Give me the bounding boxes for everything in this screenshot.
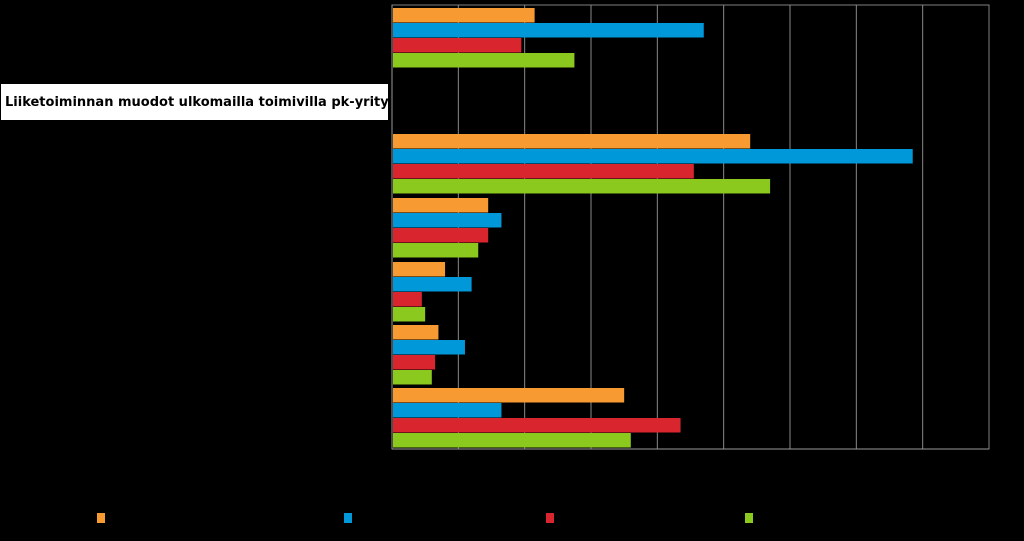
legend-marker (344, 513, 352, 523)
bar (393, 433, 631, 448)
legend (97, 513, 753, 523)
bar (393, 325, 439, 340)
bar (393, 213, 502, 228)
bar (393, 23, 704, 38)
bar (393, 292, 422, 307)
bar (393, 134, 751, 149)
bar (393, 179, 771, 194)
bar (393, 38, 522, 53)
legend-marker (546, 513, 554, 523)
bar (393, 149, 913, 164)
bar (393, 198, 489, 213)
bar (393, 340, 465, 355)
bar (393, 243, 479, 258)
bar (393, 355, 436, 370)
bar (393, 388, 625, 403)
bar (393, 8, 535, 23)
bar (393, 164, 694, 179)
bar (393, 370, 432, 385)
grid-lines (391, 5, 989, 450)
legend-marker (97, 513, 105, 523)
legend-marker (745, 513, 753, 523)
chart-title: Liiketoiminnan muodot ulkomailla toimivi… (5, 94, 388, 110)
bars (393, 8, 913, 448)
bar (393, 418, 681, 433)
bar (393, 277, 472, 292)
bar (393, 262, 446, 277)
bar (393, 403, 502, 418)
bar (393, 228, 489, 243)
bar (393, 53, 575, 68)
bar (393, 307, 426, 322)
chart-title-box: Liiketoiminnan muodot ulkomailla toimivi… (1, 84, 388, 120)
